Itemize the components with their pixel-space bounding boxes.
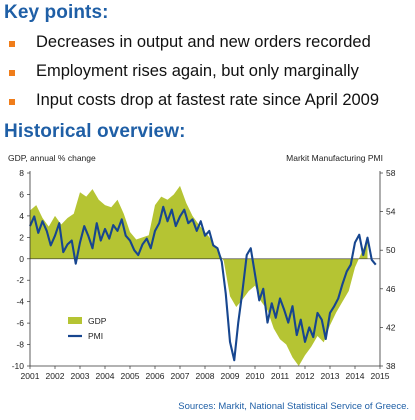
x-tick-label: 2012 xyxy=(296,371,315,381)
left-tick-label: 0 xyxy=(19,254,24,264)
x-tick-label: 2004 xyxy=(96,371,115,381)
left-tick-label: 4 xyxy=(19,211,24,221)
x-tick-label: 2013 xyxy=(321,371,340,381)
left-tick-label: -4 xyxy=(16,297,24,307)
right-tick-label: 38 xyxy=(386,361,396,371)
left-tick-label: -8 xyxy=(16,340,24,350)
x-tick-label: 2001 xyxy=(21,371,40,381)
left-tick-label: 8 xyxy=(19,168,24,178)
right-tick-label: 54 xyxy=(386,207,396,217)
key-point-text: Input costs drop at fastest rate since A… xyxy=(36,91,380,109)
source-note: Sources: Markit, National Statistical Se… xyxy=(178,401,409,412)
key-point-text: Decreases in output and new orders recor… xyxy=(36,33,371,51)
left-tick-label: 2 xyxy=(19,232,24,242)
x-tick-label: 2010 xyxy=(246,371,265,381)
right-tick-label: 46 xyxy=(386,284,396,294)
gdp-area xyxy=(30,185,368,366)
key-point-item: Input costs drop at fastest rate since A… xyxy=(0,91,415,120)
x-tick-label: 2009 xyxy=(221,371,240,381)
legend: GDP PMI xyxy=(68,316,107,341)
legend-pmi-label: PMI xyxy=(88,331,103,341)
x-tick-label: 2011 xyxy=(271,371,290,381)
pmi-line xyxy=(29,205,377,362)
key-points-list: Decreases in output and new orders recor… xyxy=(0,33,415,120)
bullet-square-icon xyxy=(9,41,15,47)
historical-overview-title: Historical overview: xyxy=(4,121,186,142)
left-tick-label: -10 xyxy=(12,361,25,371)
key-points-title: Key points: xyxy=(4,2,109,23)
x-tick-label: 2006 xyxy=(146,371,165,381)
x-tick-label: 2008 xyxy=(196,371,215,381)
legend-gdp-label: GDP xyxy=(88,316,107,326)
right-tick-label: 42 xyxy=(386,322,396,332)
left-axis-label: GDP, annual % change xyxy=(8,153,96,163)
left-tick-label: -2 xyxy=(16,275,24,285)
right-tick-label: 50 xyxy=(386,245,396,255)
key-point-item: Decreases in output and new orders recor… xyxy=(0,33,415,62)
right-axis-label: Markit Manufacturing PMI xyxy=(286,153,383,163)
x-tick-label: 2014 xyxy=(346,371,365,381)
key-point-text: Employment rises again, but only margina… xyxy=(36,62,359,80)
key-point-item: Employment rises again, but only margina… xyxy=(0,62,415,91)
x-tick-label: 2002 xyxy=(46,371,65,381)
x-tick-label: 2003 xyxy=(71,371,90,381)
x-tick-label: 2007 xyxy=(171,371,190,381)
left-tick-label: 6 xyxy=(19,189,24,199)
x-tick-label: 2005 xyxy=(121,371,140,381)
bullet-square-icon xyxy=(9,99,15,105)
left-tick-label: -6 xyxy=(16,318,24,328)
right-tick-label: 58 xyxy=(386,168,396,178)
legend-gdp-swatch xyxy=(68,317,82,324)
x-tick-label: 2015 xyxy=(371,371,390,381)
bullet-square-icon xyxy=(9,70,15,76)
